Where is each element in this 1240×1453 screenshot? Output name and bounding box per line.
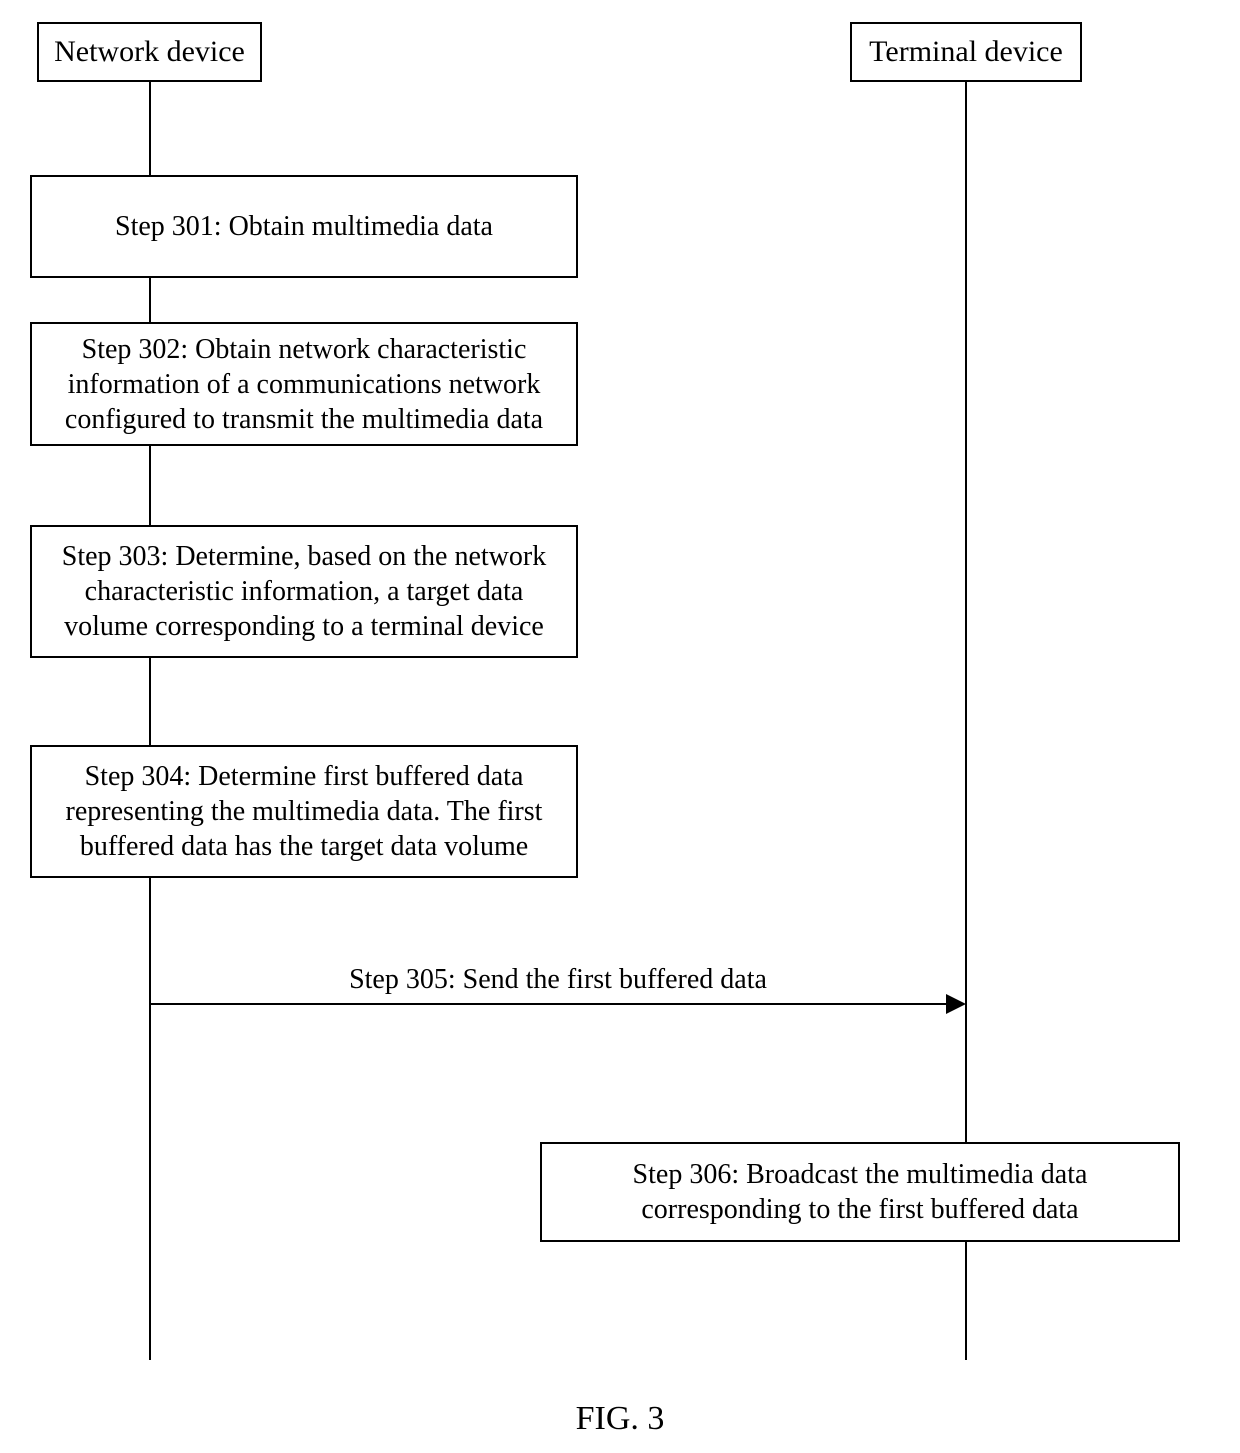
step-303-text: Step 303: Determine, based on the networ… xyxy=(46,539,562,644)
participant-terminal-label: Terminal device xyxy=(869,35,1063,69)
participant-network: Network device xyxy=(37,22,262,82)
figure-caption: FIG. 3 xyxy=(0,1400,1240,1438)
step-306: Step 306: Broadcast the multimedia data … xyxy=(540,1142,1180,1242)
step-306-text: Step 306: Broadcast the multimedia data … xyxy=(556,1157,1164,1227)
sequence-diagram: Network device Terminal device Step 301:… xyxy=(0,0,1240,1453)
message-305-line xyxy=(150,1003,948,1005)
participant-network-label: Network device xyxy=(54,35,245,69)
step-301: Step 301: Obtain multimedia data xyxy=(30,175,578,278)
participant-terminal: Terminal device xyxy=(850,22,1082,82)
step-302: Step 302: Obtain network characteristic … xyxy=(30,322,578,446)
step-304: Step 304: Determine first buffered data … xyxy=(30,745,578,878)
message-305-label: Step 305: Send the first buffered data xyxy=(150,964,966,996)
message-305-arrowhead xyxy=(946,994,966,1014)
step-301-text: Step 301: Obtain multimedia data xyxy=(115,209,493,244)
step-302-text: Step 302: Obtain network characteristic … xyxy=(46,332,562,437)
step-304-text: Step 304: Determine first buffered data … xyxy=(46,759,562,864)
step-303: Step 303: Determine, based on the networ… xyxy=(30,525,578,658)
